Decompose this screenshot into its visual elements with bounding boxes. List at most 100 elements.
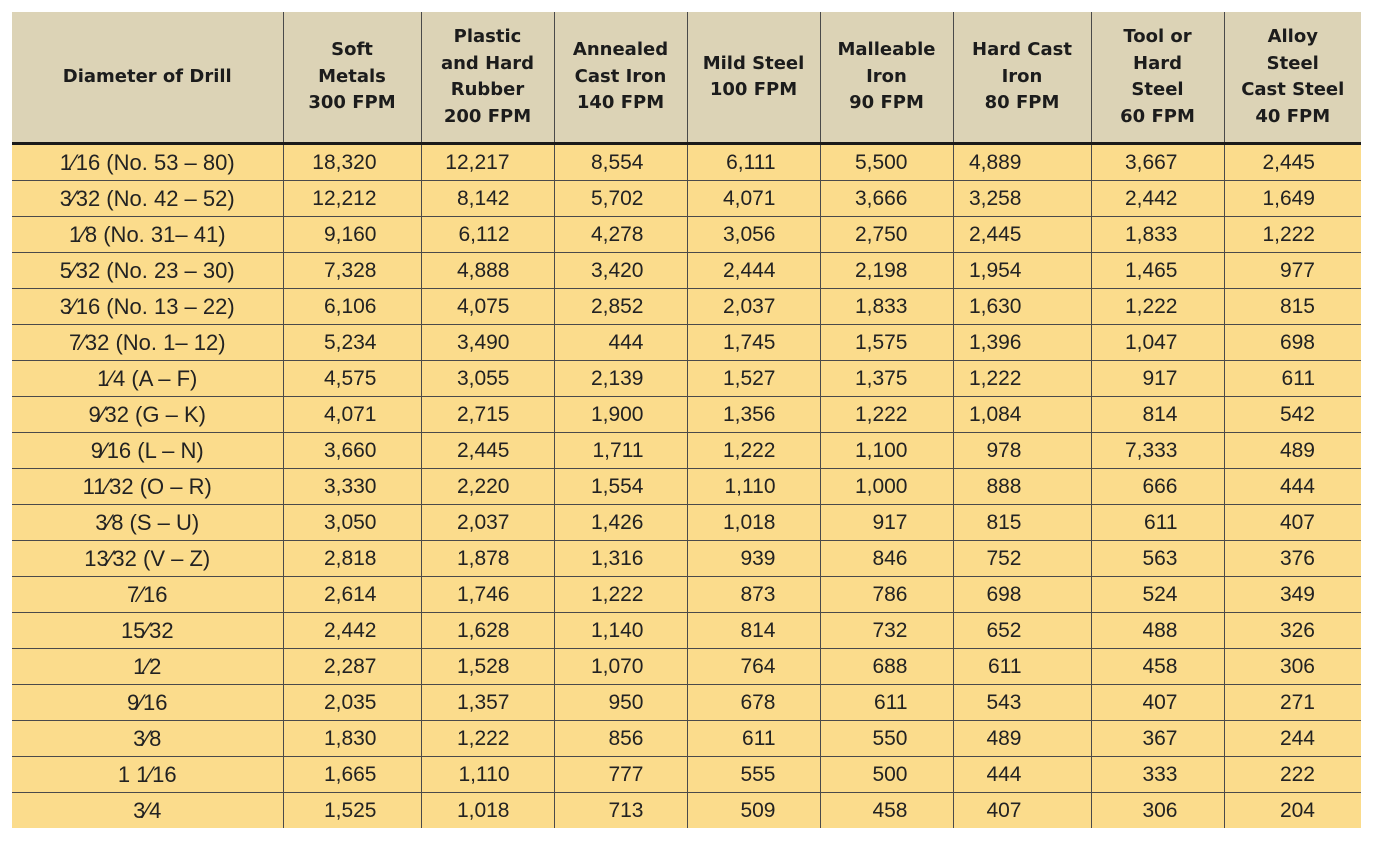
- rpm-cell: 1,628: [421, 612, 555, 649]
- rpm-cell: 1,375: [820, 360, 954, 397]
- rpm-cell: 542: [1224, 396, 1361, 433]
- rpm-cell: 444: [1224, 468, 1361, 505]
- rpm-cell: 3,420: [554, 252, 688, 289]
- header-tool-steel: Tool or Hard Steel 60 FPM: [1091, 12, 1225, 145]
- rpm-cell: 1,222: [687, 432, 821, 469]
- table-header: Diameter of Drill Soft Metals 300 FPM Plas…: [12, 12, 1361, 145]
- rpm-cell: 550: [820, 720, 954, 757]
- drill-diameter-cell: 3⁄8 (S – U): [12, 504, 284, 541]
- rpm-cell: 3,660: [283, 432, 422, 469]
- rpm-cell: 814: [1091, 396, 1225, 433]
- drill-diameter-cell: 5⁄32 (No. 23 – 30): [12, 252, 284, 289]
- rpm-cell: 978: [953, 432, 1092, 469]
- rpm-cell: 2,750: [820, 216, 954, 253]
- rpm-cell: 678: [687, 684, 821, 721]
- rpm-cell: 563: [1091, 540, 1225, 577]
- rpm-cell: 1,575: [820, 324, 954, 361]
- table-row: 9⁄16 2,035 1,357 950 678 611 543 407 271: [12, 684, 1361, 721]
- rpm-cell: 444: [554, 324, 688, 361]
- rpm-cell: 4,889: [953, 143, 1092, 181]
- table-row: 13⁄32 (V – Z) 2,818 1,878 1,316 939 846 752 563…: [12, 540, 1361, 577]
- rpm-cell: 611: [953, 648, 1092, 685]
- rpm-cell: 752: [953, 540, 1092, 577]
- rpm-cell: 939: [687, 540, 821, 577]
- rpm-cell: 9,160: [283, 216, 422, 253]
- rpm-cell: 950: [554, 684, 688, 721]
- rpm-cell: 1,954: [953, 252, 1092, 289]
- drill-diameter-cell: 3⁄4: [12, 792, 284, 828]
- rpm-cell: 1,222: [554, 576, 688, 613]
- drill-diameter-cell: 1⁄4 (A – F): [12, 360, 284, 397]
- drill-diameter-cell: 7⁄16: [12, 576, 284, 613]
- rpm-cell: 611: [1091, 504, 1225, 541]
- rpm-cell: 222: [1224, 756, 1361, 793]
- rpm-cell: 1,746: [421, 576, 555, 613]
- rpm-cell: 888: [953, 468, 1092, 505]
- table-row: 1⁄4 (A – F) 4,575 3,055 2,139 1,527 1,375 1,22…: [12, 360, 1361, 397]
- rpm-cell: 5,500: [820, 143, 954, 181]
- rpm-cell: 786: [820, 576, 954, 613]
- rpm-cell: 1,396: [953, 324, 1092, 361]
- table-row: 1⁄2 2,287 1,528 1,070 764 688 611 458 306: [12, 648, 1361, 685]
- rpm-cell: 3,667: [1091, 143, 1225, 181]
- drill-diameter-cell: 3⁄32 (No. 42 – 52): [12, 180, 284, 217]
- rpm-cell: 7,328: [283, 252, 422, 289]
- rpm-cell: 2,037: [421, 504, 555, 541]
- drill-diameter-cell: 13⁄32 (V – Z): [12, 540, 284, 577]
- drill-diameter-cell: 9⁄16 (L – N): [12, 432, 284, 469]
- rpm-cell: 3,258: [953, 180, 1092, 217]
- rpm-cell: 2,852: [554, 288, 688, 325]
- table-row: 3⁄4 1,525 1,018 713 509 458 407 306 204: [12, 792, 1361, 828]
- rpm-cell: 5,702: [554, 180, 688, 217]
- rpm-cell: 3,666: [820, 180, 954, 217]
- rpm-cell: 4,071: [283, 396, 422, 433]
- rpm-cell: 1,554: [554, 468, 688, 505]
- rpm-cell: 815: [953, 504, 1092, 541]
- rpm-cell: 815: [1224, 288, 1361, 325]
- rpm-cell: 489: [1224, 432, 1361, 469]
- rpm-cell: 1,000: [820, 468, 954, 505]
- table-row: 9⁄32 (G – K) 4,071 2,715 1,900 1,356 1,222 1,0…: [12, 396, 1361, 433]
- rpm-cell: 3,490: [421, 324, 555, 361]
- rpm-cell: 1,833: [820, 288, 954, 325]
- rpm-cell: 2,444: [687, 252, 821, 289]
- rpm-cell: 489: [953, 720, 1092, 757]
- header-row: Diameter of Drill Soft Metals 300 FPM Plas…: [12, 12, 1361, 145]
- rpm-cell: 611: [820, 684, 954, 721]
- rpm-cell: 688: [820, 648, 954, 685]
- rpm-cell: 1,665: [283, 756, 422, 793]
- rpm-cell: 349: [1224, 576, 1361, 613]
- rpm-cell: 1,527: [687, 360, 821, 397]
- rpm-cell: 917: [820, 504, 954, 541]
- rpm-cell: 814: [687, 612, 821, 649]
- rpm-cell: 1,222: [820, 396, 954, 433]
- rpm-cell: 2,442: [283, 612, 422, 649]
- rpm-cell: 713: [554, 792, 688, 828]
- header-diameter: Diameter of Drill: [12, 12, 284, 145]
- rpm-cell: 326: [1224, 612, 1361, 649]
- rpm-cell: 1,356: [687, 396, 821, 433]
- rpm-cell: 2,445: [1224, 143, 1361, 181]
- header-malleable-iron: Malleable Iron 90 FPM: [820, 12, 954, 145]
- rpm-cell: 8,554: [554, 143, 688, 181]
- rpm-cell: 856: [554, 720, 688, 757]
- rpm-cell: 1,426: [554, 504, 688, 541]
- rpm-cell: 407: [1091, 684, 1225, 721]
- rpm-cell: 2,198: [820, 252, 954, 289]
- rpm-cell: 1,711: [554, 432, 688, 469]
- rpm-cell: 1,528: [421, 648, 555, 685]
- rpm-cell: 1,222: [421, 720, 555, 757]
- rpm-cell: 376: [1224, 540, 1361, 577]
- rpm-cell: 666: [1091, 468, 1225, 505]
- table-row: 1⁄8 (No. 31– 41) 9,160 6,112 4,278 3,056 2,75…: [12, 216, 1361, 253]
- rpm-cell: 6,111: [687, 143, 821, 181]
- rpm-cell: 333: [1091, 756, 1225, 793]
- drill-diameter-cell: 1⁄16 (No. 53 – 80): [12, 143, 284, 181]
- rpm-cell: 18,320: [283, 143, 422, 181]
- rpm-cell: 1,222: [1224, 216, 1361, 253]
- rpm-cell: 2,445: [421, 432, 555, 469]
- rpm-cell: 2,035: [283, 684, 422, 721]
- rpm-cell: 917: [1091, 360, 1225, 397]
- rpm-cell: 1,084: [953, 396, 1092, 433]
- rpm-cell: 12,217: [421, 143, 555, 181]
